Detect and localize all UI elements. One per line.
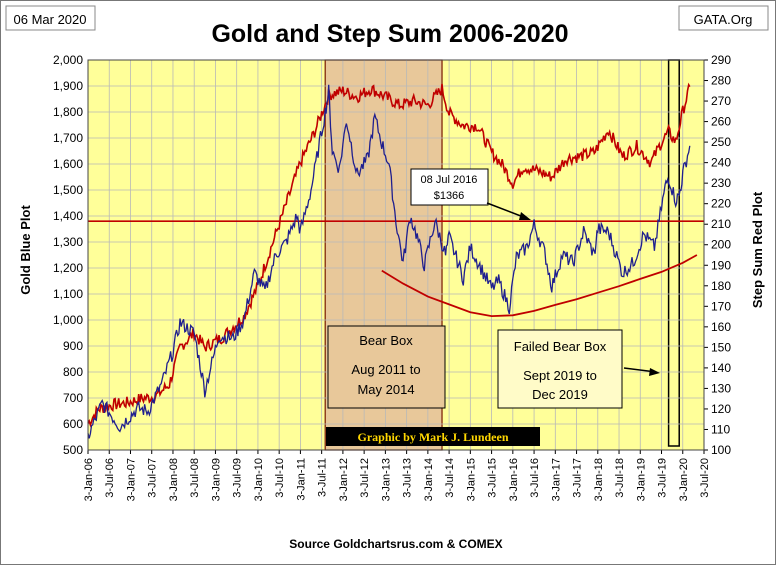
left-tick-label: 800	[63, 365, 83, 379]
right-tick-label: 120	[711, 402, 731, 416]
left-tick-label: 1,100	[53, 287, 83, 301]
x-tick-label: 3-Jul-16	[529, 458, 541, 498]
date-label-box	[5, 5, 96, 31]
left-tick-label: 1,900	[53, 79, 83, 93]
left-tick-label: 500	[63, 443, 83, 457]
x-tick-label: 3-Jul-20	[699, 458, 711, 498]
callout-2016-price: $1366	[434, 190, 465, 202]
right-tick-label: 270	[711, 94, 731, 108]
x-tick-label: 3-Jul-08	[189, 458, 201, 498]
trend-curve	[381, 254, 698, 318]
right-tick-label: 240	[711, 156, 731, 170]
x-tick-label: 3-Jan-07	[125, 458, 137, 501]
x-tick-label: 3-Jul-06	[104, 458, 116, 498]
right-tick-label: 100	[711, 443, 731, 457]
callout-2016-date: 08 Jul 2016	[421, 174, 478, 186]
left-tick-label: 900	[63, 339, 83, 353]
source-label: Source Goldchartsrus.com & COMEX	[289, 537, 502, 551]
left-tick-label: 2,000	[53, 53, 83, 67]
credit-box	[326, 427, 540, 446]
x-tick-label: 3-Jan-14	[423, 458, 435, 501]
x-tick-label: 3-Jul-11	[317, 458, 329, 497]
right-axis-title: Step Sum Red Plot	[750, 191, 765, 308]
x-tick-label: 3-Jan-20	[678, 458, 690, 501]
x-tick-label: 3-Jul-19	[657, 458, 669, 498]
bear-box-annotation	[327, 325, 446, 409]
left-tick-label: 1,600	[53, 157, 83, 171]
left-tick-label: 600	[63, 417, 83, 431]
right-tick-label: 220	[711, 197, 731, 211]
x-tick-label: 3-Jan-06	[83, 458, 95, 501]
right-tick-label: 200	[711, 238, 731, 252]
failed-bear-box-annotation	[497, 329, 623, 409]
axes: 3-Jan-06 3-Jul-06 3-Jan-07 3-Jul-07 3-Jan-08…	[53, 53, 731, 501]
x-tick-label: 3-Jan-15	[465, 458, 477, 501]
failed-bear-box-line-3: Dec 2019	[532, 387, 588, 402]
date-label: 06 Mar 2020	[14, 12, 87, 27]
callout-2016-arrow	[486, 202, 527, 219]
credit-text: Graphic by Mark J. Lundeen	[357, 430, 508, 444]
gold-series-line	[87, 84, 691, 439]
x-tick-label: 3-Jan-08	[168, 458, 180, 501]
right-tick-label: 260	[711, 115, 731, 129]
right-tick-label: 250	[711, 135, 731, 149]
x-tick-label: 3-Jan-16	[508, 458, 520, 501]
chart-title: Gold and Step Sum 2006-2020	[211, 20, 568, 48]
failed-bear-box-arrowhead	[649, 368, 660, 376]
right-tick-label: 290	[711, 53, 731, 67]
callout-2016-box	[410, 168, 489, 206]
x-tick-label: 3-Jan-12	[338, 458, 350, 501]
left-tick-label: 1,000	[53, 313, 83, 327]
site-label-box	[678, 5, 769, 31]
plot-border	[87, 59, 705, 451]
x-tick-label: 3-Jan-18	[593, 458, 605, 501]
x-tick-label: 3-Jul-17	[572, 458, 584, 498]
left-tick-label: 1,800	[53, 105, 83, 119]
left-tick-label: 700	[63, 391, 83, 405]
x-tick-label: 3-Jul-09	[232, 458, 244, 498]
left-tick-label: 1,500	[53, 183, 83, 197]
site-label: GATA.Org	[694, 12, 753, 27]
left-tick-label: 1,300	[53, 235, 83, 249]
step-sum-series-line	[87, 82, 691, 428]
x-tick-label: 3-Jan-17	[550, 458, 562, 501]
left-tick-label: 1,400	[53, 209, 83, 223]
x-tick-label: 3-Jul-18	[614, 458, 626, 498]
left-axis-title: Gold Blue Plot	[18, 205, 33, 295]
x-tick-label: 3-Jan-11	[295, 458, 307, 501]
right-tick-label: 170	[711, 299, 731, 313]
x-tick-label: 3-Jul-12	[359, 458, 371, 498]
x-tick-label: 3-Jan-09	[210, 458, 222, 501]
x-tick-label: 3-Jul-15	[487, 458, 499, 498]
right-tick-label: 140	[711, 361, 731, 375]
right-tick-label: 160	[711, 320, 731, 334]
bear-box-line-1: Bear Box	[359, 333, 413, 348]
right-tick-label: 190	[711, 258, 731, 272]
failed-bear-box-line-2: Sept 2019 to	[523, 368, 597, 383]
right-tick-label: 210	[711, 217, 731, 231]
right-tick-label: 280	[711, 74, 731, 88]
left-tick-label: 1,700	[53, 131, 83, 145]
callout-2016-arrowhead	[519, 212, 531, 220]
right-tick-label: 110	[711, 422, 730, 436]
annotation-layer: Bear Box Aug 2011 to May 2014 Failed Bea…	[326, 168, 660, 446]
x-tick-label: 3-Jul-14	[444, 458, 456, 498]
right-tick-label: 230	[711, 176, 731, 190]
bear-box-line-3: May 2014	[357, 382, 414, 397]
right-tick-label: 180	[711, 279, 731, 293]
x-tick-label: 3-Jan-13	[380, 458, 392, 501]
x-tick-label: 3-Jul-07	[147, 458, 159, 498]
x-tick-label: 3-Jan-10	[253, 458, 265, 501]
right-tick-label: 150	[711, 340, 731, 354]
bear-box-line-2: Aug 2011 to	[351, 362, 420, 377]
x-tick-label: 3-Jan-19	[635, 458, 647, 501]
x-tick-label: 3-Jul-10	[274, 458, 286, 498]
x-tick-label: 3-Jul-13	[402, 458, 414, 498]
failed-bear-box-line-1: Failed Bear Box	[514, 339, 607, 354]
series-layer	[87, 82, 691, 439]
right-tick-label: 130	[711, 381, 731, 395]
left-tick-label: 1,200	[53, 261, 83, 275]
